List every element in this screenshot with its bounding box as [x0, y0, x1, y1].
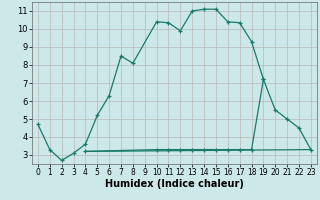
X-axis label: Humidex (Indice chaleur): Humidex (Indice chaleur) [105, 179, 244, 189]
